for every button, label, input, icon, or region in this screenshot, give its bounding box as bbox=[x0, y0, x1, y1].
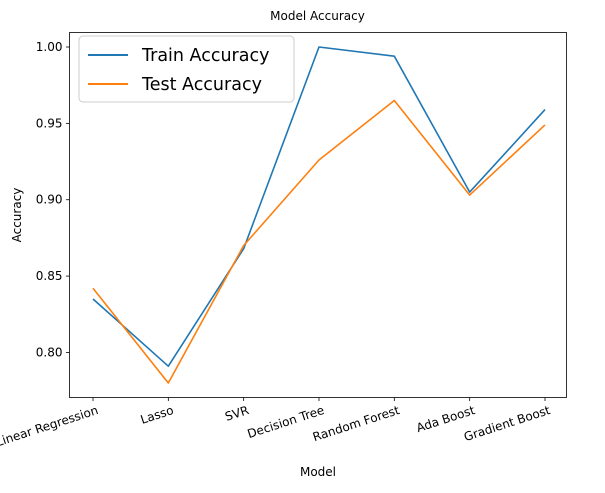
y-axis-label: Accuracy bbox=[10, 188, 24, 243]
series-line-test bbox=[93, 101, 545, 384]
x-tick-label: Random Forest bbox=[311, 403, 402, 444]
x-tick-label: Gradient Boost bbox=[462, 403, 552, 444]
y-tick-label: 0.95 bbox=[36, 116, 63, 130]
x-tick-label: Lasso bbox=[139, 403, 176, 427]
chart-title: Model Accuracy bbox=[270, 9, 365, 23]
x-axis-label: Model bbox=[300, 465, 336, 479]
legend-label-train: Train Accuracy bbox=[141, 46, 269, 66]
y-tick-label: 0.90 bbox=[36, 193, 63, 207]
legend: Train Accuracy Test Accuracy bbox=[79, 36, 294, 102]
y-tick-label: 0.80 bbox=[36, 345, 63, 359]
x-tick-label: Linear Regression bbox=[0, 403, 100, 449]
y-tick-label: 1.00 bbox=[36, 40, 63, 54]
y-axis: 0.80 0.85 0.90 0.95 1.00 bbox=[36, 40, 70, 359]
y-tick-label: 0.85 bbox=[36, 269, 63, 283]
legend-label-test: Test Accuracy bbox=[141, 75, 262, 95]
x-tick-label: SVR bbox=[223, 403, 250, 424]
